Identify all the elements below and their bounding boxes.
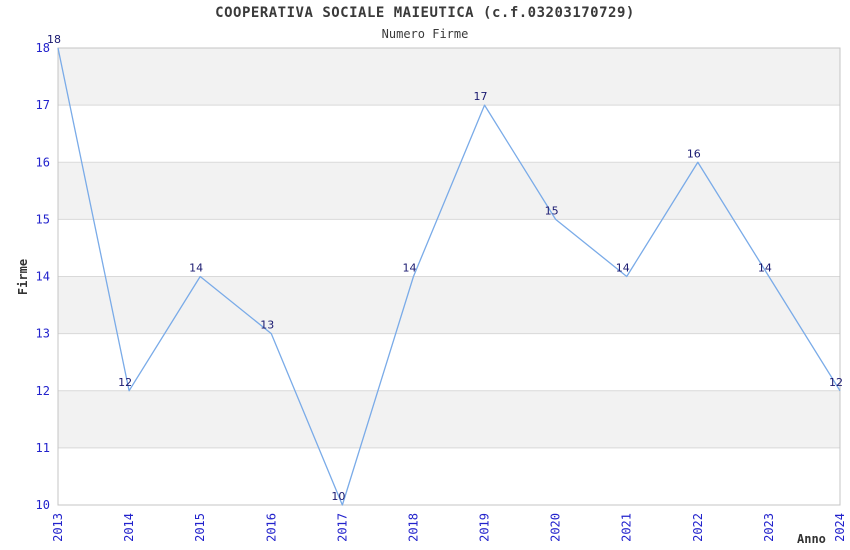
x-tick-label: 2024 xyxy=(833,513,847,542)
data-point-label: 14 xyxy=(402,262,416,275)
x-tick-label: 2016 xyxy=(264,513,278,542)
x-tick-label: 2022 xyxy=(691,513,705,542)
plot-area: 10 11 12 13 14 15 16 17 18 2013 2014 2015 2016 2017 20… xyxy=(36,33,847,542)
x-tick-label: 2013 xyxy=(51,513,65,542)
x-tick-label: 2014 xyxy=(122,513,136,542)
grid-band xyxy=(58,276,840,334)
data-point-label: 12 xyxy=(118,376,132,389)
y-tick-label: 18 xyxy=(36,41,50,55)
series-line xyxy=(57,47,841,506)
y-tick-label: 13 xyxy=(36,327,50,341)
plot-border xyxy=(57,47,841,506)
data-point-label: 14 xyxy=(189,262,203,275)
x-tick-label: 2021 xyxy=(620,513,634,542)
y-axis-title: Firme xyxy=(16,259,30,295)
y-tick-label: 17 xyxy=(36,98,50,112)
grid-band xyxy=(58,48,840,106)
grid-band xyxy=(58,390,840,448)
chart-subtitle: Numero Firme xyxy=(381,27,469,41)
x-tick-label: 2017 xyxy=(335,513,349,542)
data-point-label: 13 xyxy=(260,319,274,332)
x-tick-label: 2019 xyxy=(478,513,492,542)
data-point-label: 12 xyxy=(829,376,843,389)
data-point-label: 18 xyxy=(47,33,61,46)
data-point-label: 14 xyxy=(616,262,630,275)
y-tick-label: 14 xyxy=(36,270,50,284)
data-point-label: 10 xyxy=(331,490,345,503)
data-point-label: 17 xyxy=(474,90,488,103)
data-point-label: 16 xyxy=(687,147,701,160)
x-axis-title: Anno xyxy=(797,532,826,546)
y-tick-label: 16 xyxy=(36,155,50,169)
data-point-label: 15 xyxy=(545,204,559,217)
y-tick-label: 10 xyxy=(36,498,50,512)
x-tick-label: 2023 xyxy=(762,513,776,542)
y-tick-label: 12 xyxy=(36,384,50,398)
y-tick-label: 11 xyxy=(36,441,50,455)
x-tick-label: 2020 xyxy=(549,513,563,542)
data-point-label: 14 xyxy=(758,262,772,275)
y-tick-label: 15 xyxy=(36,212,50,226)
x-tick-label: 2015 xyxy=(193,513,207,542)
x-tick-label: 2018 xyxy=(406,513,420,542)
chart-title: COOPERATIVA SOCIALE MAIEUTICA (c.f.03203… xyxy=(215,5,635,21)
